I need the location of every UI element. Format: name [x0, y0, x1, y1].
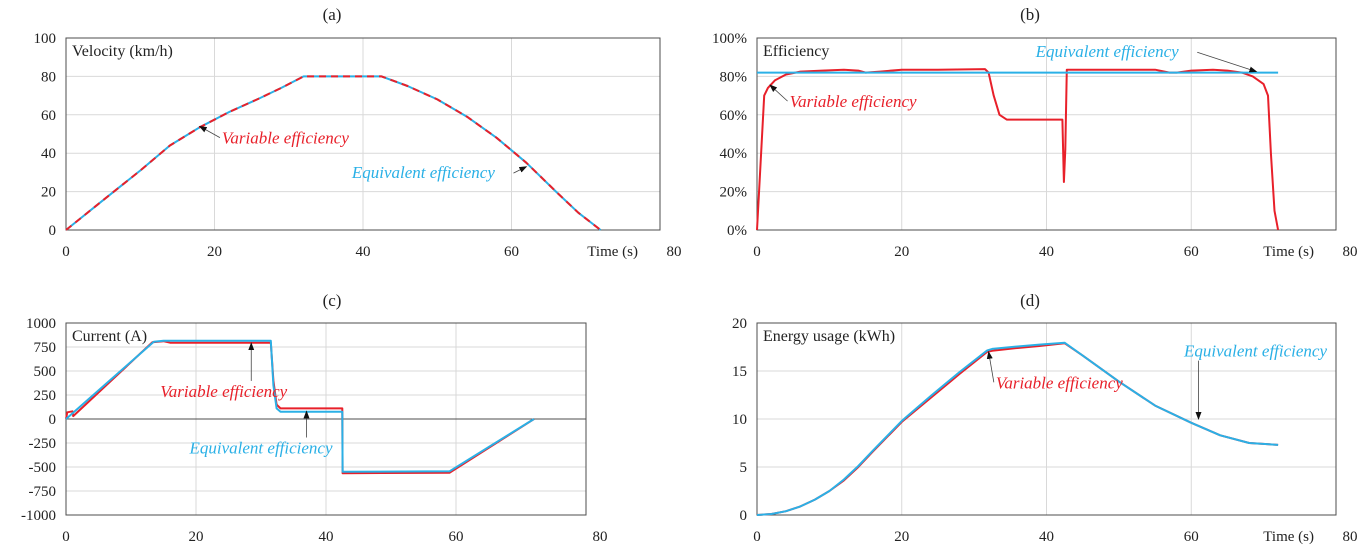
- x-tick-label: 60: [504, 244, 519, 260]
- x-axis-label: Time (s): [587, 244, 638, 260]
- y-tick-label: 20: [41, 185, 56, 201]
- panel-title: (c): [323, 291, 342, 310]
- series-line-equivalent-efficiency: [756, 341, 1279, 516]
- panel-title: (a): [323, 5, 342, 24]
- y-tick-label: 60: [41, 108, 56, 124]
- x-tick-label: 40: [1039, 529, 1054, 545]
- x-tick-label: 0: [753, 529, 761, 545]
- x-tick-label: 20: [894, 529, 909, 545]
- x-tick-label: 60: [1184, 529, 1199, 545]
- panel-b: (b) 0% 20% 40% 60% 80% 100% 0 20 40 60 80 Time (s) Ef…: [712, 5, 1358, 260]
- y-tick-label: 20%: [720, 185, 748, 201]
- y-tick-label: 100%: [712, 31, 747, 47]
- panel-d: (d) 0 5 10 15 20 0 20 40 60 80 Time (s) Energy usage…: [732, 291, 1358, 545]
- annotation-arrow: [513, 166, 528, 174]
- y-tick-label: 60%: [720, 108, 748, 124]
- x-tick-label: 40: [356, 244, 371, 260]
- y-tick-label: 80: [41, 69, 56, 85]
- x-tick-label: 40: [319, 529, 334, 545]
- y-axis-label: Energy usage (kWh): [763, 328, 895, 345]
- x-tick-label: 80: [1343, 529, 1358, 545]
- x-tick-label: 80: [593, 529, 608, 545]
- plot-frame: [65, 37, 661, 231]
- x-tick-label: 80: [667, 244, 682, 260]
- y-axis-label: Velocity (km/h): [72, 43, 173, 60]
- x-tick-label: 60: [449, 529, 464, 545]
- y-tick-label: 5: [740, 460, 748, 476]
- y-tick-label: 10: [732, 412, 747, 428]
- y-tick-label: 0%: [727, 223, 747, 239]
- x-axis-label: Time (s): [1263, 244, 1314, 260]
- panel-c: (c) -1000 -750 -500 -250 0 250 500 750 1000 0 20 40 6…: [21, 291, 608, 545]
- annotation-label: Equivalent efficiency: [351, 163, 495, 182]
- annotation-label: Equivalent efficiency: [189, 439, 333, 458]
- y-axis-label: Efficiency: [763, 43, 829, 60]
- annotation-label: Equivalent efficiency: [1035, 42, 1179, 61]
- panel-title: (d): [1020, 291, 1040, 310]
- annotation-arrow: [986, 350, 995, 383]
- annotation-arrow: [198, 125, 221, 138]
- x-tick-label: 20: [207, 244, 222, 260]
- annotation-label: Variable efficiency: [996, 373, 1123, 392]
- y-tick-label: -500: [29, 460, 57, 476]
- annotation-label: Equivalent efficiency: [1183, 342, 1327, 361]
- y-tick-label: 40%: [720, 146, 748, 162]
- y-tick-label: -250: [29, 436, 57, 452]
- y-tick-label: 500: [34, 364, 57, 380]
- y-tick-label: 15: [732, 364, 747, 380]
- x-tick-label: 60: [1184, 244, 1199, 260]
- y-tick-label: 750: [34, 340, 57, 356]
- annotation-label: Variable efficiency: [222, 129, 349, 148]
- annotation-arrow: [769, 84, 788, 102]
- y-axis-label: Current (A): [72, 328, 147, 345]
- y-tick-label: 250: [34, 388, 57, 404]
- series-line-equivalent-efficiency: [65, 75, 602, 231]
- x-tick-label: 0: [62, 529, 70, 545]
- y-tick-label: 0: [49, 412, 57, 428]
- y-tick-label: 80%: [720, 69, 748, 85]
- x-tick-label: 40: [1039, 244, 1054, 260]
- y-tick-label: 40: [41, 146, 56, 162]
- panel-a: (a) 0 20 40 60 80 100 0 20 40 60 80 Time (s) Velocity…: [34, 5, 682, 260]
- x-tick-label: 0: [62, 244, 70, 260]
- y-tick-label: -1000: [21, 508, 56, 524]
- annotation-arrow: [1197, 51, 1258, 73]
- series-line-variable-efficiency: [756, 342, 1279, 516]
- y-tick-label: 0: [740, 508, 748, 524]
- y-tick-label: -750: [29, 484, 57, 500]
- x-tick-label: 0: [753, 244, 761, 260]
- y-tick-label: 1000: [26, 316, 56, 332]
- annotation-label: Variable efficiency: [790, 92, 917, 111]
- x-tick-label: 20: [894, 244, 909, 260]
- series-line-equivalent-efficiency: [65, 339, 535, 473]
- plot-frame: [756, 37, 1337, 231]
- x-tick-label: 80: [1343, 244, 1358, 260]
- y-tick-label: 100: [34, 31, 57, 47]
- panel-title: (b): [1020, 5, 1040, 24]
- y-tick-label: 0: [49, 223, 57, 239]
- y-tick-label: 20: [732, 316, 747, 332]
- plot-frame: [756, 322, 1337, 516]
- annotation-label: Variable efficiency: [160, 382, 287, 401]
- x-axis-label: Time (s): [1263, 529, 1314, 545]
- x-tick-label: 20: [189, 529, 204, 545]
